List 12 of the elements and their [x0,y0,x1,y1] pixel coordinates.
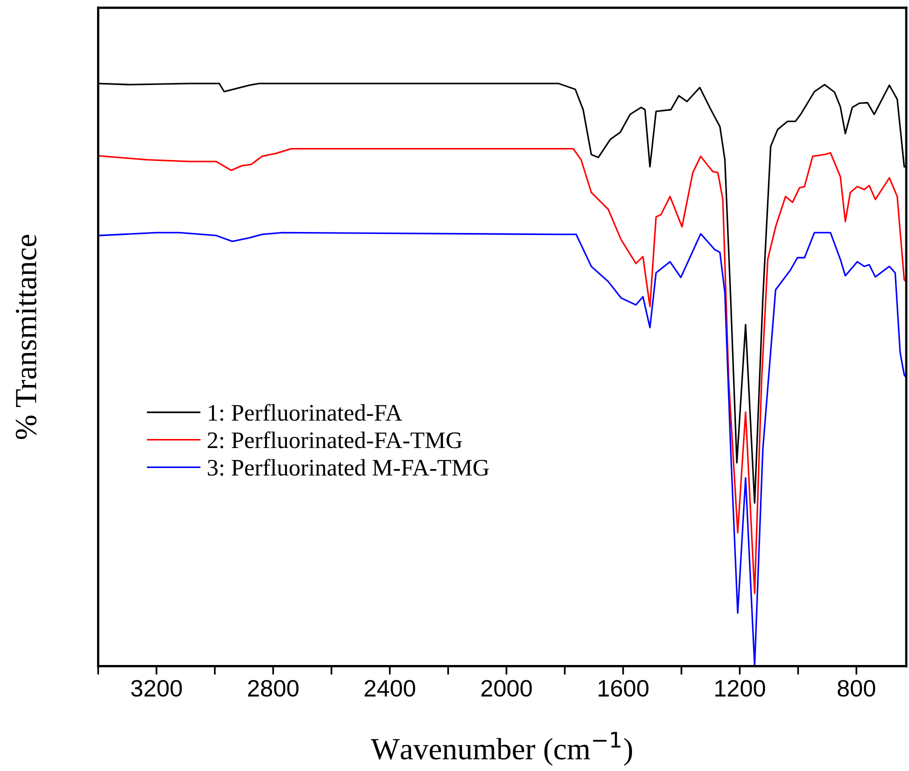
x-tick-label: 2000 [481,680,532,697]
x-tick-label: 3200 [131,680,182,697]
x-tick-label: 2800 [248,680,298,697]
x-tick-label: 2400 [364,680,416,697]
legend-label: 2: Perfluorinated-FA-TMG [208,431,462,448]
x-tick-label: 1200 [715,680,766,697]
x-tick-label: 800 [838,680,876,697]
y-axis-title: % Transmittance [16,234,37,440]
legend-label: 1: Perfluorinated-FA [208,404,402,421]
x-axis-title: Wavenumber (cm$^{−1}$) [370,732,632,766]
legend-label: 3: Perfluorinated M-FA-TMG [208,458,489,476]
x-tick-label: 1600 [598,680,648,697]
